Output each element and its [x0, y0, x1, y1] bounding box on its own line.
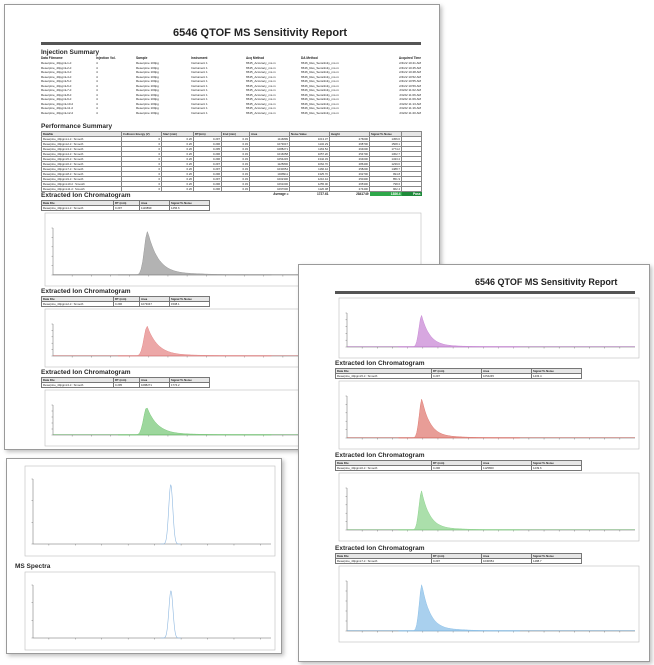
- xic-file-table-1: Data File RT (min) Area Signal To Noise …: [41, 200, 210, 211]
- xic-heading-7: Extracted Ion Chromatogram: [335, 545, 425, 552]
- injection-row: Reserpine_40pgmL9.d 4 Reserpine 100pg Instr…: [41, 97, 421, 101]
- spectrum-peak: [160, 484, 181, 545]
- report-title-2: 6546 QTOF MS Sensitivity Report: [475, 277, 618, 287]
- ms-spectra-heading: MS Spectra: [15, 563, 51, 570]
- injection-row: Reserpine_40pgmL12.d 4 Reserpine 100pg Inst…: [41, 110, 421, 115]
- chart-frame: [338, 380, 640, 450]
- ms-spectra-page: MS Spectra: [6, 458, 282, 654]
- spectrum-peak: [160, 590, 182, 639]
- performance-average-row: Average = 1727.61 2841749 1386.4 Pass: [42, 191, 422, 197]
- chart-frame: [24, 571, 276, 651]
- xic-file-table-6: Data File RT (min) Area Signal To Noise …: [335, 460, 582, 471]
- xic-heading-3: Extracted Ion Chromatogram: [41, 369, 131, 376]
- injection-row: Reserpine_40pgmL8.d 4 Reserpine 100pg Instr…: [41, 92, 421, 97]
- chromatogram-peak: [118, 230, 272, 276]
- chart-frame: [24, 465, 276, 557]
- average-height: 2841749: [356, 192, 369, 197]
- chart-frame: [338, 565, 640, 643]
- report-page-2: 6546 QTOF MS Sensitivity Report Extracte…: [298, 264, 650, 662]
- performance-summary-table: Datafile Collision Energy (V) Start (min…: [41, 131, 422, 197]
- xic-chart-5: [325, 380, 641, 450]
- xic-file-table-3: Data File RT (min) Area Signal To Noise …: [41, 377, 210, 388]
- performance-row: Reserpine_40pgmL11.d : Smooth 0 0.26 0.296 0…: [41, 186, 422, 192]
- injection-row: Reserpine_40pgmL6.d 4 Reserpine 100pg Instr…: [41, 83, 421, 88]
- chromatogram-peak: [398, 584, 520, 632]
- xic-file-table-7: Data File RT (min) Area Signal To Noise …: [335, 553, 582, 564]
- performance-row: Reserpine_40pgmL7.d : Smooth 0 0.26 0.297 0.…: [41, 166, 422, 172]
- performance-row: Reserpine_40pgmL4.d : Smooth 0 0.26 0.296 0.…: [41, 151, 422, 157]
- xic-file-table-2: Data File RT (min) Area Signal To Noise …: [41, 296, 210, 307]
- injection-row: Reserpine_40pgmL10.d 4 Reserpine 100pg Inst…: [41, 101, 421, 106]
- xic-chart-6: [325, 472, 641, 542]
- xic-heading-5: Extracted Ion Chromatogram: [335, 360, 425, 367]
- xic-file-table-5: Data File RT (min) Area Signal To Noise …: [335, 368, 582, 379]
- chart-frame: [338, 472, 640, 542]
- injection-row: Reserpine_40pgmL4.d 4 Reserpine 100pg Instr…: [41, 74, 421, 79]
- chromatogram-peak: [398, 314, 520, 348]
- xic-heading-2: Extracted Ion Chromatogram: [41, 288, 131, 295]
- xic-chart-4: [325, 297, 641, 359]
- average-noise: 1727.61: [316, 192, 329, 197]
- performance-summary-heading: Performance Summary: [41, 123, 113, 130]
- pass-badge: Pass: [401, 191, 422, 197]
- injection-row: Reserpine_40pgmL11.d 4 Reserpine 100pg Inst…: [41, 106, 421, 110]
- chart-frame: [338, 297, 640, 359]
- ms-spectrum-chart-1: [11, 465, 277, 557]
- chromatogram-peak: [118, 407, 272, 436]
- report-title: 6546 QTOF MS Sensitivity Report: [173, 27, 348, 39]
- injection-row: Reserpine_40pgmL1.d 4 Reserpine 100pg Instr…: [41, 61, 421, 65]
- chromatogram-peak: [118, 325, 272, 357]
- injection-row: Reserpine_40pgmL2.d 4 Reserpine 100pg Instr…: [41, 65, 421, 70]
- xic-heading-1: Extracted Ion Chromatogram: [41, 192, 131, 199]
- injection-summary-heading: Injection Summary: [41, 49, 100, 56]
- chromatogram-peak: [398, 398, 520, 439]
- injection-row: Reserpine_40pgmL7.d 4 Reserpine 100pg Instr…: [41, 88, 421, 92]
- injection-row: Reserpine_40pgmL5.d 4 Reserpine 100pg Instr…: [41, 79, 421, 83]
- injection-summary-header: Data Filename Injection Vol. Sample Inst…: [41, 56, 421, 60]
- xic-heading-6: Extracted Ion Chromatogram: [335, 452, 425, 459]
- ms-spectrum-chart-2: [11, 571, 277, 651]
- title-rule: [41, 42, 421, 45]
- injection-row: Reserpine_40pgmL3.d 4 Reserpine 100pg Instr…: [41, 70, 421, 74]
- average-sn: 1386.4: [369, 191, 402, 197]
- xic-chart-7: [325, 565, 641, 643]
- injection-summary-rows: Reserpine_40pgmL1.d 4 Reserpine 100pg Instr…: [41, 61, 421, 115]
- title-rule-2: [335, 291, 635, 294]
- average-label: Average =: [273, 192, 289, 197]
- chromatogram-peak: [398, 489, 520, 531]
